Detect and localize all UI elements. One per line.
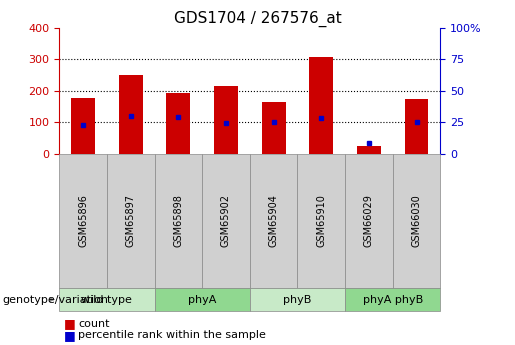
- Text: GSM66029: GSM66029: [364, 194, 374, 247]
- Text: GDS1704 / 267576_at: GDS1704 / 267576_at: [174, 10, 341, 27]
- Text: phyA: phyA: [188, 295, 216, 305]
- Bar: [357, 146, 381, 154]
- Text: GSM65897: GSM65897: [126, 194, 135, 247]
- Text: GSM66030: GSM66030: [411, 195, 421, 247]
- Text: ■: ■: [64, 329, 75, 342]
- Text: GSM65910: GSM65910: [316, 194, 326, 247]
- Bar: [214, 86, 238, 154]
- Text: wild type: wild type: [81, 295, 132, 305]
- Text: ■: ■: [64, 317, 75, 330]
- Bar: [310, 57, 333, 154]
- Bar: [405, 99, 428, 154]
- Text: phyA phyB: phyA phyB: [363, 295, 423, 305]
- Text: genotype/variation: genotype/variation: [3, 295, 109, 305]
- Bar: [119, 76, 143, 154]
- Text: percentile rank within the sample: percentile rank within the sample: [78, 331, 266, 340]
- Bar: [166, 93, 190, 154]
- Text: GSM65896: GSM65896: [78, 194, 88, 247]
- Bar: [262, 102, 285, 154]
- Text: count: count: [78, 319, 110, 328]
- Text: GSM65898: GSM65898: [174, 194, 183, 247]
- Text: GSM65904: GSM65904: [269, 194, 279, 247]
- Bar: [71, 98, 95, 154]
- Text: GSM65902: GSM65902: [221, 194, 231, 247]
- Text: phyB: phyB: [283, 295, 312, 305]
